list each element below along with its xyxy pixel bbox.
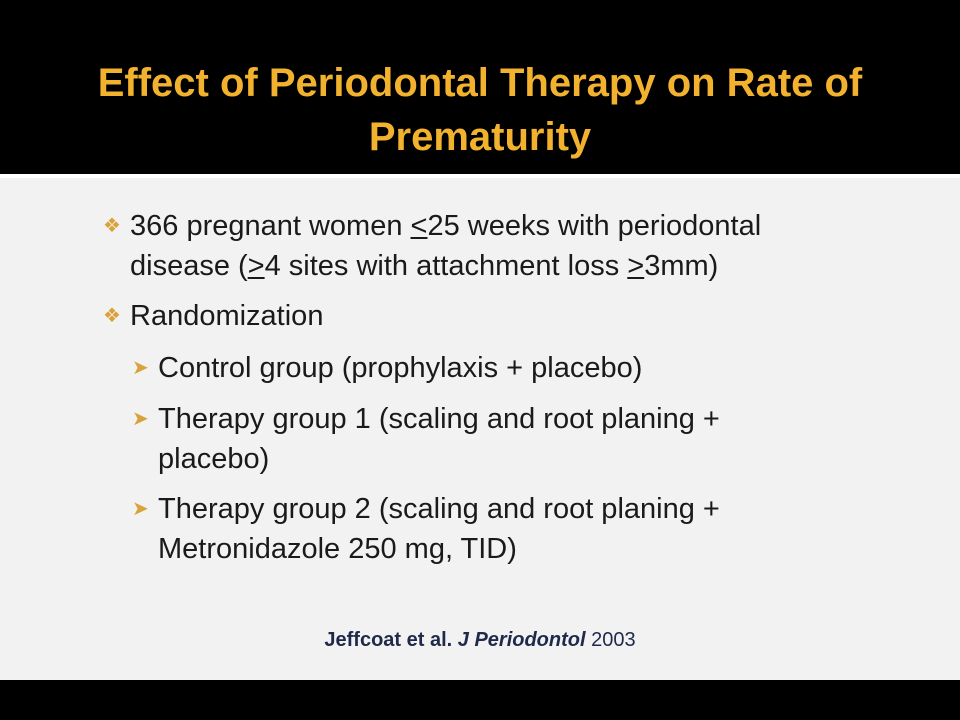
bullet-text-part: 4 sites with attachment loss <box>264 250 628 282</box>
arrow-bullet-icon: ➤ <box>132 357 149 379</box>
title-band: Effect of Periodontal Therapy on Rate of… <box>0 0 960 174</box>
title-divider <box>0 174 960 178</box>
slide-title: Effect of Periodontal Therapy on Rate of… <box>97 61 863 159</box>
bullet-text-part: 366 pregnant women <box>130 210 411 242</box>
arrow-bullet-icon: ➤ <box>132 498 149 520</box>
sub-bullet-text: Therapy group 2 (scaling and root planin… <box>158 493 720 565</box>
bullet-item-randomization: ❖ Randomization <box>103 296 863 336</box>
bullet-text-part: 3mm) <box>644 250 719 282</box>
greater-than-or-equal-symbol: > <box>247 250 265 282</box>
content-area <box>0 178 960 680</box>
sub-bullet-item-therapy-2: ➤ Therapy group 2 (scaling and root plan… <box>132 489 832 569</box>
citation-year: 2003 <box>585 629 636 651</box>
greater-than-or-equal-symbol: > <box>627 250 645 282</box>
sub-bullet-text: Control group (prophylaxis + placebo) <box>158 352 643 384</box>
bullet-text-part: 25 weeks with periodontal disease ( <box>130 210 762 282</box>
arrow-bullet-icon: ➤ <box>132 408 149 430</box>
citation: Jeffcoat et al. J Periodontol 2003 <box>0 626 960 654</box>
sub-bullet-item-therapy-1: ➤ Therapy group 1 (scaling and root plan… <box>132 399 832 479</box>
diamond-bullet-icon: ❖ <box>103 305 121 327</box>
citation-authors: Jeffcoat et al. <box>324 629 458 651</box>
bullet-text: 366 pregnant women <25 weeks with period… <box>103 206 863 286</box>
less-than-or-equal-symbol: < <box>410 210 428 242</box>
diamond-bullet-icon: ❖ <box>103 215 121 237</box>
sub-bullet-item-control: ➤ Control group (prophylaxis + placebo) <box>132 348 832 388</box>
citation-journal: J Periodontol <box>457 629 586 651</box>
bullet-text: Randomization <box>130 300 324 332</box>
sub-bullet-text: Therapy group 1 (scaling and root planin… <box>158 403 720 475</box>
bottom-band <box>0 680 960 720</box>
bullet-item-participants: ❖ 366 pregnant women <25 weeks with peri… <box>103 206 863 286</box>
